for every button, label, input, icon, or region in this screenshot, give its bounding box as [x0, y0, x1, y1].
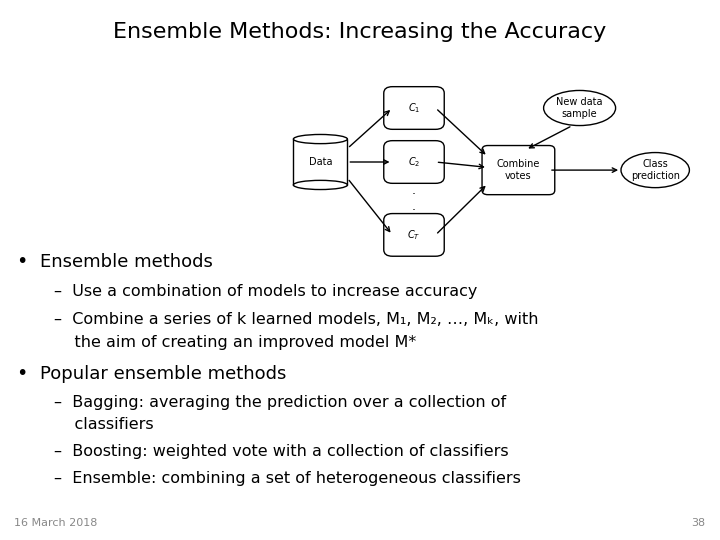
Text: •: • [17, 252, 28, 272]
Text: $C_T$: $C_T$ [408, 228, 420, 242]
Text: $C_2$: $C_2$ [408, 155, 420, 169]
Text: the aim of creating an improved model M*: the aim of creating an improved model M* [54, 335, 416, 350]
Text: Ensemble Methods: Increasing the Accuracy: Ensemble Methods: Increasing the Accurac… [113, 22, 607, 42]
FancyBboxPatch shape [482, 145, 554, 194]
Text: .: . [412, 200, 416, 213]
Text: New data
sample: New data sample [557, 97, 603, 119]
Text: –  Boosting: weighted vote with a collection of classifiers: – Boosting: weighted vote with a collect… [54, 444, 508, 460]
Text: Combine
votes: Combine votes [497, 159, 540, 181]
FancyBboxPatch shape [384, 86, 444, 129]
FancyBboxPatch shape [384, 214, 444, 256]
Ellipse shape [294, 180, 347, 190]
Text: .: . [412, 184, 416, 197]
Text: –  Ensemble: combining a set of heterogeneous classifiers: – Ensemble: combining a set of heterogen… [54, 471, 521, 487]
Text: –  Combine a series of k learned models, M₁, M₂, …, Mₖ, with: – Combine a series of k learned models, … [54, 312, 539, 327]
Text: Ensemble methods: Ensemble methods [40, 253, 212, 271]
FancyBboxPatch shape [294, 139, 348, 185]
Ellipse shape [294, 134, 347, 144]
Text: •: • [17, 364, 28, 383]
Text: Popular ensemble methods: Popular ensemble methods [40, 364, 286, 383]
Text: Data: Data [309, 157, 332, 167]
Text: 38: 38 [691, 518, 706, 528]
Text: 16 March 2018: 16 March 2018 [14, 518, 98, 528]
FancyBboxPatch shape [384, 140, 444, 184]
Text: classifiers: classifiers [54, 417, 153, 433]
Text: –  Use a combination of models to increase accuracy: – Use a combination of models to increas… [54, 284, 477, 299]
Ellipse shape [621, 152, 690, 187]
Ellipse shape [544, 90, 616, 126]
Text: –  Bagging: averaging the prediction over a collection of: – Bagging: averaging the prediction over… [54, 395, 506, 410]
Text: $C_1$: $C_1$ [408, 101, 420, 115]
Text: Class
prediction: Class prediction [631, 159, 680, 181]
